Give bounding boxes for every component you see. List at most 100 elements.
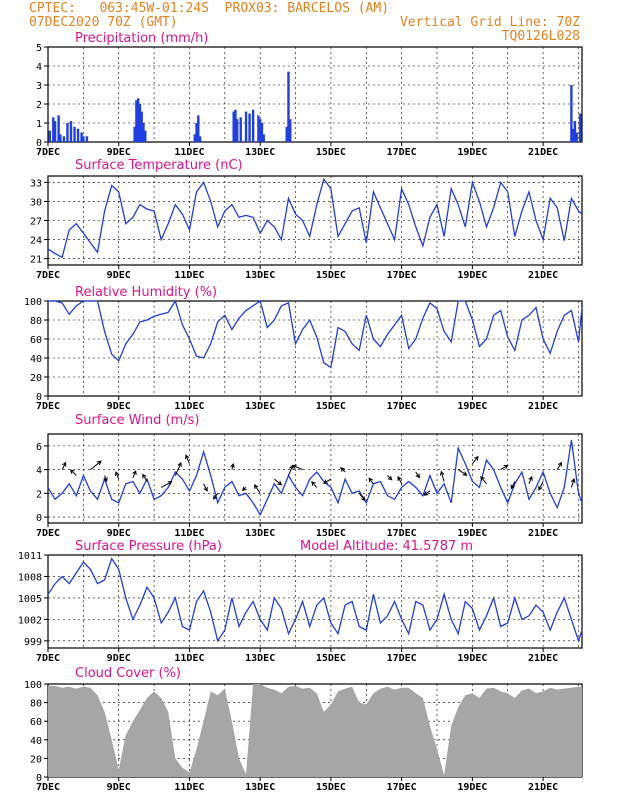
- x-tick-label: 15DEC: [316, 782, 346, 793]
- series-line: [48, 299, 583, 369]
- wind-arrow: [510, 481, 516, 490]
- precip-bar: [66, 123, 69, 142]
- y-tick-label: 2: [36, 100, 42, 111]
- series-line: [47, 177, 583, 259]
- precip-bar: [193, 134, 196, 142]
- x-tick-label: 17DEC: [387, 147, 417, 158]
- wind-arrow: [212, 493, 219, 500]
- wind-arrow: [480, 476, 487, 485]
- x-tick-label: 21DEC: [528, 782, 558, 793]
- panel-annotation: Model Altitude: 41.5787 m: [300, 539, 473, 554]
- x-tick-label: 9DEC: [107, 528, 131, 539]
- wind-arrow: [397, 475, 403, 485]
- wind-arrow: [415, 471, 420, 479]
- x-tick-label: 21DEC: [528, 528, 558, 539]
- y-tick-label: 1008: [18, 572, 42, 583]
- x-tick-label: 11DEC: [174, 270, 204, 281]
- y-tick-label: 4: [36, 62, 42, 73]
- precip-bar: [571, 128, 575, 142]
- x-tick-label: 7DEC: [36, 528, 60, 539]
- y-tick-label: 3: [36, 81, 42, 92]
- precip-bar: [575, 132, 578, 142]
- precip-bar: [140, 111, 143, 142]
- x-tick-label: 11DEC: [174, 528, 204, 539]
- plot-frame: [47, 46, 583, 143]
- y-tick-label: 1005: [18, 594, 42, 605]
- precip-bar: [573, 121, 577, 142]
- y-tick-label: 20: [30, 373, 42, 384]
- panel-title: Relative Humidity (%): [75, 285, 217, 300]
- y-tick-label: 40: [30, 736, 42, 747]
- y-tick-label: 60: [30, 335, 42, 346]
- wind-arrow: [556, 461, 562, 470]
- y-tick-label: 27: [30, 217, 42, 228]
- panel-title: Cloud Cover (%): [75, 666, 181, 681]
- x-tick-label: 19DEC: [457, 270, 487, 281]
- x-tick-label: 17DEC: [387, 528, 417, 539]
- precip-bar: [135, 100, 138, 142]
- precip-bar: [52, 117, 55, 142]
- x-tick-label: 15DEC: [316, 270, 346, 281]
- wind-arrow: [570, 478, 576, 488]
- x-tick-label: 11DEC: [174, 147, 204, 158]
- wind-arrow: [311, 481, 318, 488]
- y-tick-label: 999: [24, 637, 42, 648]
- x-tick-label: 15DEC: [316, 653, 346, 664]
- precip-bar: [82, 136, 85, 142]
- precip-bar: [232, 111, 235, 142]
- precip-bar: [76, 128, 80, 142]
- x-tick-label: 15DEC: [316, 528, 346, 539]
- x-tick-label: 11DEC: [174, 782, 204, 793]
- y-tick-label: 2: [36, 489, 42, 500]
- y-tick-label: 4: [36, 466, 42, 477]
- precip-bar: [289, 119, 292, 142]
- x-tick-label: 11DEC: [174, 401, 204, 412]
- panel-2: Relative Humidity (%) 0 20 40 60 80 100 7DEC 9DE…: [24, 285, 583, 412]
- precip-bar: [53, 121, 57, 142]
- precip-bar: [85, 136, 89, 142]
- run-date: 07DEC2020 70Z (GMT): [29, 15, 178, 30]
- precip-bar: [80, 132, 83, 142]
- wind-arrow: [103, 475, 108, 483]
- wind-arrow: [423, 490, 431, 496]
- y-tick-label: 80: [30, 316, 42, 327]
- cloud-cover-area: [48, 684, 582, 777]
- station-header: CPTEC: 063:45W-01:24S PROX03: BARCELOS (…: [29, 1, 390, 16]
- plot-frame: [47, 554, 583, 649]
- wind-arrow: [69, 469, 77, 476]
- precip-bar: [257, 115, 260, 142]
- y-tick-label: 1002: [18, 615, 42, 626]
- precip-bar: [239, 117, 242, 142]
- x-tick-label: 9DEC: [107, 782, 131, 793]
- precip-bar: [142, 123, 145, 142]
- wind-arrow: [340, 467, 346, 473]
- x-tick-label: 7DEC: [36, 653, 60, 664]
- wind-arrow: [61, 461, 67, 470]
- precip-bar: [48, 130, 51, 142]
- wind-arrow: [274, 478, 283, 486]
- x-tick-label: 7DEC: [36, 401, 60, 412]
- x-tick-label: 19DEC: [457, 401, 487, 412]
- precip-bar: [285, 126, 288, 142]
- x-tick-label: 15DEC: [316, 147, 346, 158]
- panel-title: Precipitation (mm/h): [75, 31, 208, 46]
- wind-arrow: [185, 454, 190, 464]
- x-tick-label: 13DEC: [245, 782, 275, 793]
- wind-arrow: [538, 481, 544, 491]
- panel-title: Surface Temperature (nC): [75, 158, 243, 173]
- wind-arrow: [132, 469, 137, 479]
- x-tick-label: 13DEC: [245, 528, 275, 539]
- panel-3: Surface Wind (m/s) 0 2 4 6 7DEC 9DEC 11DEC 13DEC…: [36, 413, 583, 539]
- wind-arrow: [203, 483, 208, 492]
- precip-bar: [73, 126, 76, 142]
- x-tick-label: 7DEC: [36, 147, 60, 158]
- x-tick-label: 9DEC: [107, 147, 131, 158]
- x-tick-label: 19DEC: [457, 653, 487, 664]
- x-tick-label: 19DEC: [457, 147, 487, 158]
- y-tick-label: 60: [30, 717, 42, 728]
- series-line: [47, 557, 583, 643]
- x-tick-label: 9DEC: [107, 270, 131, 281]
- precip-bar: [234, 109, 237, 142]
- wind-arrow: [500, 464, 509, 471]
